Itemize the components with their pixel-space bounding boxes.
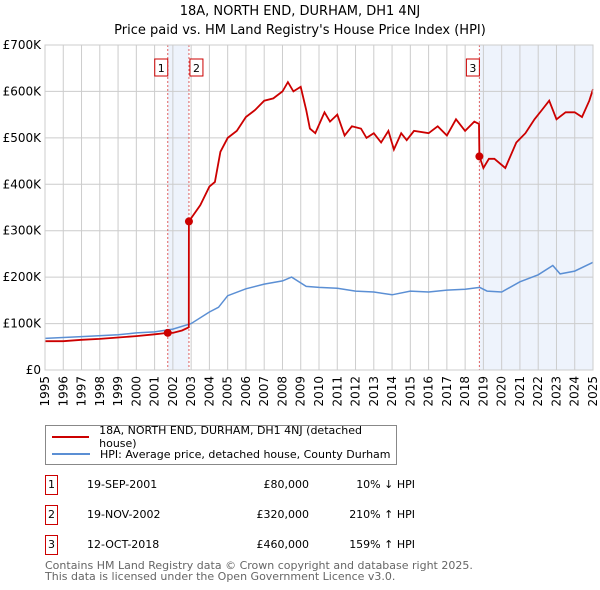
- shaded-period: [167, 45, 189, 370]
- x-tick-label: 2009: [294, 376, 308, 407]
- sale-price: £80,000: [263, 478, 310, 491]
- x-tick-label: 2014: [385, 376, 399, 407]
- sale-point: [163, 328, 172, 337]
- y-tick-label: £600K: [3, 84, 43, 98]
- x-tick-label: 2023: [549, 376, 563, 407]
- sale-hpi: 210% ↑ HPI: [349, 508, 415, 521]
- legend: 18A, NORTH END, DURHAM, DH1 4NJ (detache…: [45, 424, 397, 465]
- series-line-hpi: [44, 261, 594, 340]
- y-tick-label: £700K: [3, 38, 43, 52]
- x-tick-label: 2012: [349, 376, 363, 407]
- x-tick-label: 2017: [440, 376, 454, 407]
- shaded-period: [479, 45, 593, 370]
- y-tick-label: £500K: [3, 131, 43, 145]
- x-tick-label: 2005: [221, 376, 235, 407]
- footer: Contains HM Land Registry data © Crown c…: [45, 560, 473, 582]
- sale-hpi: 159% ↑ HPI: [349, 538, 415, 551]
- x-tick-label: 2016: [422, 376, 436, 407]
- x-tick-label: 1998: [93, 376, 107, 407]
- series-line-property: [45, 80, 594, 343]
- sale-date: 19-SEP-2001: [87, 478, 158, 491]
- sale-label-box: [189, 58, 204, 77]
- x-tick-label: 2021: [513, 376, 527, 407]
- legend-item-hpi: HPI: Average price, detached house, Coun…: [52, 446, 391, 462]
- legend-swatch-red: [52, 436, 90, 438]
- y-tick-label: £0: [26, 363, 41, 377]
- x-tick-label: 2011: [330, 376, 344, 407]
- x-tick-label: 2020: [495, 376, 509, 407]
- y-tick-label: £200K: [3, 270, 43, 284]
- x-tick-label: 2018: [458, 376, 472, 407]
- y-tick-label: £400K: [3, 177, 43, 191]
- x-tick-label: 2025: [586, 376, 600, 407]
- footer-licence: This data is licensed under the Open Gov…: [45, 570, 396, 583]
- sale-date: 19-NOV-2002: [87, 508, 161, 521]
- sale-date: 12-OCT-2018: [87, 538, 160, 551]
- x-tick-label: 2006: [239, 376, 253, 407]
- sale-number: 2: [45, 505, 58, 525]
- x-tick-label: 2001: [148, 376, 162, 407]
- sale-point: [184, 217, 193, 226]
- x-tick-label: 2010: [312, 376, 326, 407]
- sale-label: 1: [158, 62, 165, 75]
- x-tick-label: 2004: [202, 376, 216, 407]
- legend-item-property: 18A, NORTH END, DURHAM, DH1 4NJ (detache…: [52, 424, 396, 450]
- sale-label-box: [465, 58, 480, 77]
- y-tick-label: £300K: [3, 224, 43, 238]
- legend-label: HPI: Average price, detached house, Coun…: [100, 447, 391, 461]
- subtitle-line: Price paid vs. HM Land Registry's House …: [114, 23, 486, 38]
- price-chart: 1995 1996 1997 1998 1999 2000 2001 2002 2003 2004…: [3, 38, 600, 407]
- x-tick-label: 2019: [476, 376, 490, 407]
- sale-price: £320,000: [256, 508, 310, 521]
- chart-title: 18A, NORTH END, DURHAM, DH1 4NJ Price pa…: [0, 2, 600, 40]
- sale-label-box: [154, 58, 169, 77]
- legend-label: 18A, NORTH END, DURHAM, DH1 4NJ (detache…: [99, 424, 363, 450]
- x-tick-label: 1999: [111, 376, 125, 407]
- x-tick-label: 2003: [184, 376, 198, 407]
- x-tick-label: 2024: [568, 376, 582, 407]
- plot-frame: [44, 44, 594, 371]
- y-tick-label: £100K: [3, 317, 43, 331]
- x-tick-label: 2022: [531, 376, 545, 407]
- x-tick-label: 2015: [403, 376, 417, 407]
- title-line: 18A, NORTH END, DURHAM, DH1 4NJ: [179, 4, 421, 19]
- x-tick-label: 2007: [257, 376, 271, 407]
- x-tick-label: 2013: [367, 376, 381, 407]
- x-tick-label: 1997: [75, 376, 89, 407]
- sale-number: 1: [45, 475, 58, 495]
- sale-label: 3: [469, 62, 476, 75]
- x-tick-label: 1995: [38, 376, 52, 407]
- sale-label: 2: [193, 62, 200, 75]
- x-tick-label: 1996: [56, 376, 70, 407]
- x-tick-label: 2008: [275, 376, 289, 407]
- footer-copyright: Contains HM Land Registry data © Crown c…: [45, 559, 473, 572]
- sale-hpi: 10% ↓ HPI: [356, 478, 415, 491]
- sale-number: 3: [45, 535, 58, 555]
- x-tick-label: 2002: [166, 376, 180, 407]
- sale-price: £460,000: [256, 538, 310, 551]
- sale-point: [475, 152, 484, 161]
- legend-swatch-blue: [52, 453, 90, 455]
- x-tick-label: 2000: [129, 376, 143, 407]
